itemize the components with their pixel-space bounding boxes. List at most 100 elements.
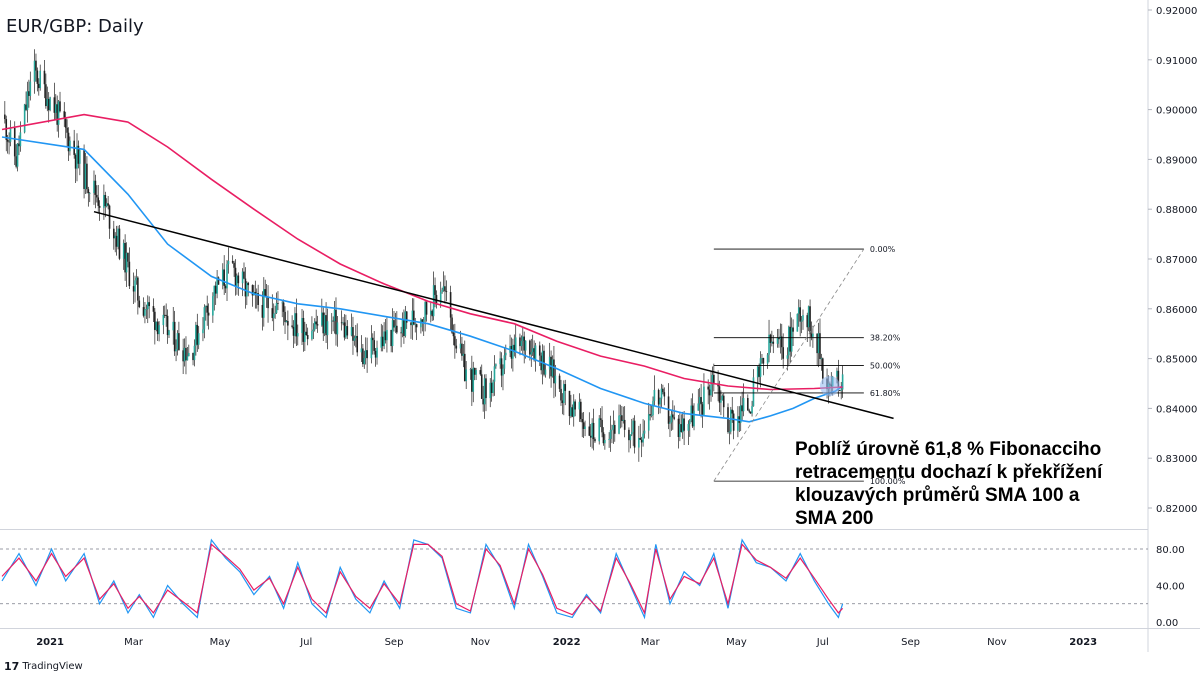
candle-up xyxy=(710,384,712,396)
candle-up xyxy=(202,329,204,334)
candle-up xyxy=(817,333,820,354)
candle-up xyxy=(840,389,843,391)
candle-up xyxy=(9,127,12,142)
stochastic-tick-label: 0.00 xyxy=(1156,618,1178,629)
sma-200-line xyxy=(1,113,843,391)
candle-down xyxy=(480,374,483,399)
candle-down xyxy=(352,327,354,341)
candle-down xyxy=(244,278,247,297)
candle-up xyxy=(495,364,497,367)
candle-down xyxy=(445,291,448,293)
candle-down xyxy=(727,407,729,433)
candle-down xyxy=(74,154,77,169)
time-tick-label: Nov xyxy=(471,637,491,648)
candle-down xyxy=(732,413,735,431)
candle-up xyxy=(46,98,49,107)
candle-down xyxy=(449,292,452,318)
candle-down xyxy=(434,285,436,295)
candle-down xyxy=(56,104,58,125)
candle-down xyxy=(127,252,129,262)
candle-up xyxy=(275,302,278,313)
candle-down xyxy=(282,302,285,312)
candle-down xyxy=(284,311,286,323)
stochastic-d-line xyxy=(1,543,844,616)
candle-up xyxy=(204,305,207,308)
candle-down xyxy=(822,358,824,379)
candle-up xyxy=(246,282,248,297)
candle-up xyxy=(54,104,57,113)
candle-down xyxy=(64,118,67,128)
candle-down xyxy=(142,307,145,316)
stochastic-k-line xyxy=(1,538,844,620)
candle-up xyxy=(285,320,288,323)
candle-up xyxy=(820,358,823,360)
candle-up xyxy=(103,195,105,208)
candle-down xyxy=(640,439,643,443)
candle-down xyxy=(148,302,150,307)
candle-down xyxy=(35,60,37,71)
time-axis[interactable]: 2021 Mar May Jul Sep Nov 2022 Mar May Jul Sep Nov 20… xyxy=(36,637,1097,648)
candle-down xyxy=(156,321,159,335)
candle-up xyxy=(465,369,467,382)
candle-down xyxy=(138,300,141,308)
candle-up xyxy=(301,317,303,334)
candle-up xyxy=(394,325,397,328)
candle-down xyxy=(602,432,605,444)
candle-down xyxy=(799,307,801,322)
candle-down xyxy=(396,325,398,333)
fib-level-label: 61.80% xyxy=(870,389,901,398)
candle-up xyxy=(350,327,353,336)
candle-down xyxy=(452,332,455,337)
time-tick-label: May xyxy=(726,637,747,648)
candle-up xyxy=(345,326,347,338)
price-plot-area[interactable] xyxy=(1,49,844,462)
candle-down xyxy=(435,294,438,304)
candle-up xyxy=(76,145,78,169)
candle-up xyxy=(333,309,336,321)
candle-down xyxy=(623,419,626,430)
candle-up xyxy=(524,340,527,351)
candle-down xyxy=(178,333,180,351)
candle-up xyxy=(312,329,315,332)
candle-up xyxy=(342,322,344,324)
candle-up xyxy=(690,405,692,421)
candle-up xyxy=(653,389,656,401)
candle-down xyxy=(196,324,199,345)
candle-down xyxy=(410,322,412,326)
time-tick-label: 2023 xyxy=(1069,637,1097,648)
candle-up xyxy=(681,418,684,433)
candle-down xyxy=(8,141,10,143)
time-tick-label: Sep xyxy=(901,637,920,648)
candle-up xyxy=(404,311,407,337)
candle-down xyxy=(192,352,194,361)
candle-up xyxy=(414,324,417,325)
candle-down xyxy=(662,388,664,393)
candle-down xyxy=(700,397,702,405)
candle-up xyxy=(730,409,732,432)
candle-down xyxy=(680,424,683,433)
candle-down xyxy=(500,358,503,376)
time-tick-label: Sep xyxy=(385,637,404,648)
candle-up xyxy=(430,310,432,315)
candle-down xyxy=(231,260,234,263)
candle-down xyxy=(479,370,482,375)
candle-up xyxy=(632,420,634,433)
price-axis[interactable]: 0.92000 0.91000 0.90000 0.89000 0.88000 0.870… xyxy=(1148,6,1197,515)
candle-down xyxy=(390,329,392,347)
candle-down xyxy=(356,335,359,353)
candle-up xyxy=(572,401,575,417)
candle-down xyxy=(490,382,493,393)
candle-down xyxy=(128,261,131,287)
candle-down xyxy=(25,104,27,110)
candle-up xyxy=(212,296,214,316)
candle-down xyxy=(425,302,428,315)
candle-down xyxy=(325,315,327,336)
tradingview-brand[interactable]: 𝟭𝟳 TradingView xyxy=(4,660,83,673)
candle-up xyxy=(23,104,26,133)
stochastic-plot-area[interactable] xyxy=(0,538,1148,620)
fib-level-label: 100.00% xyxy=(870,477,906,486)
candle-down xyxy=(683,418,685,431)
candle-down xyxy=(599,418,602,420)
candle-up xyxy=(144,309,146,316)
candle-up xyxy=(802,315,804,321)
